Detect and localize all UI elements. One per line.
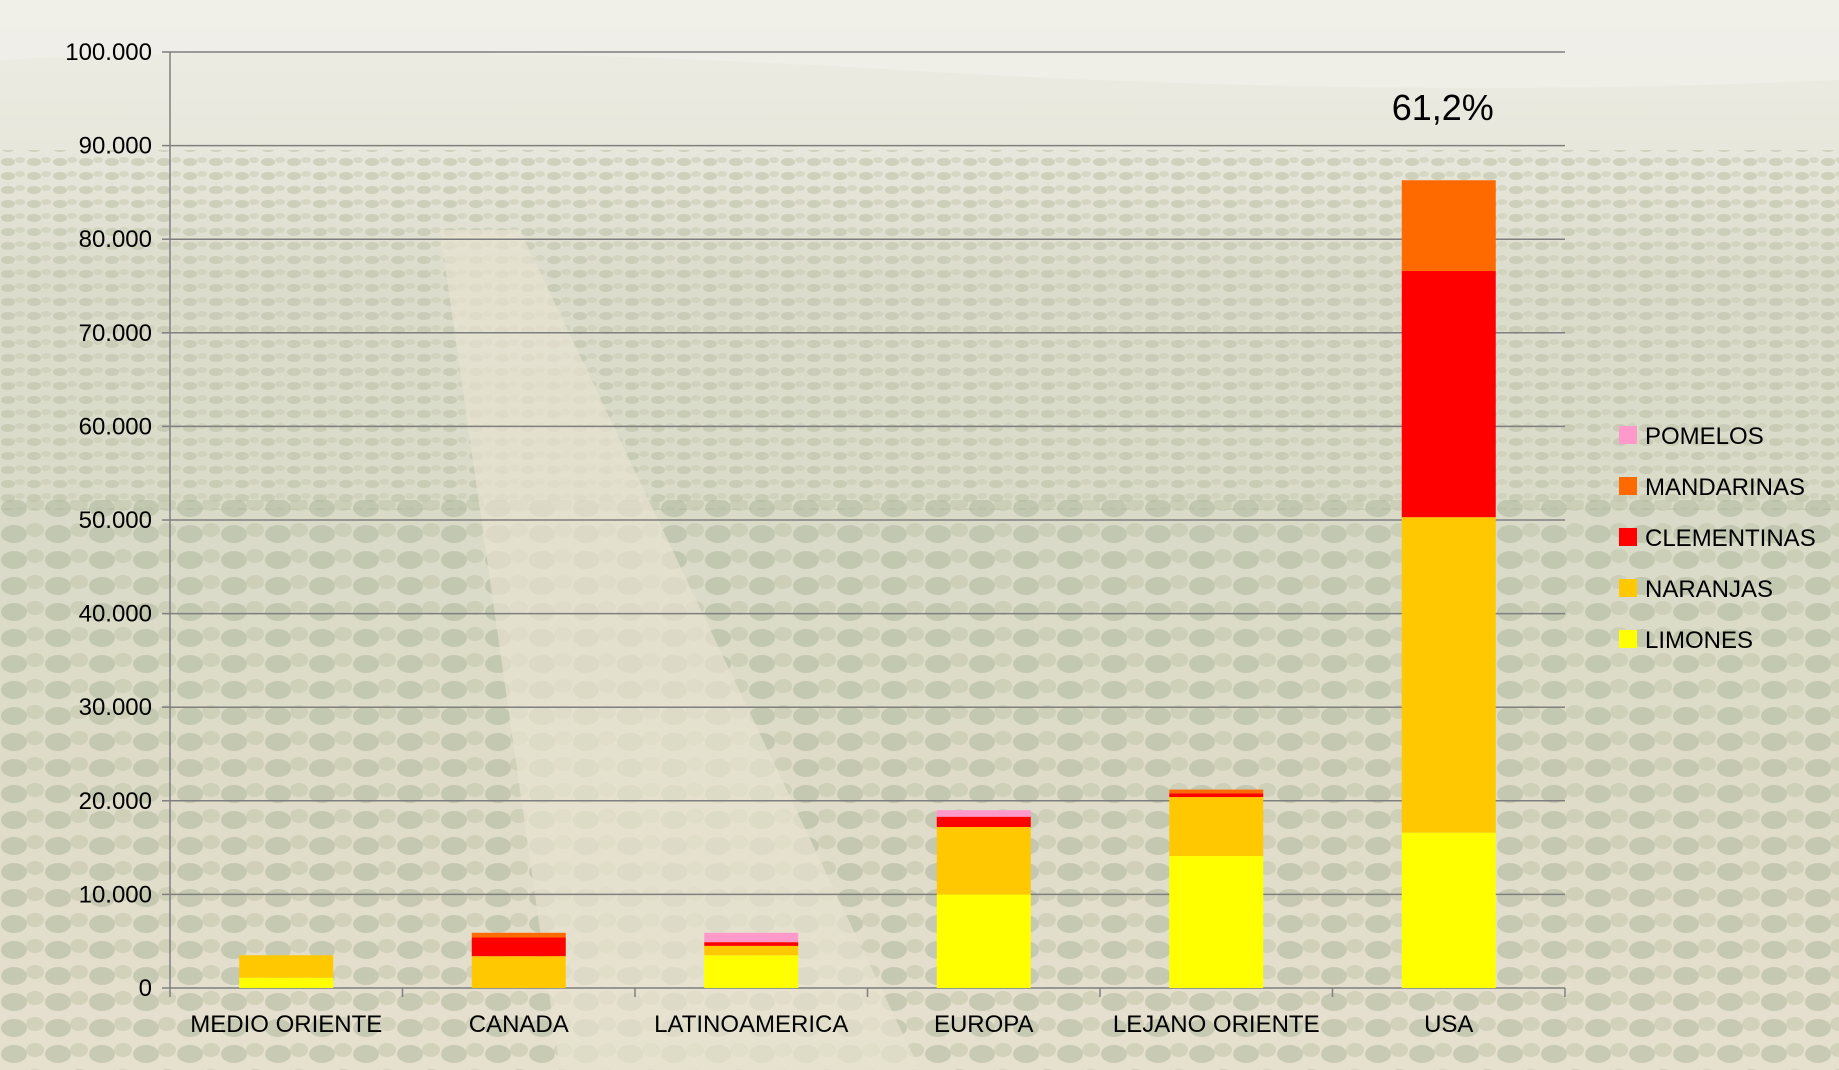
x-axis-category-labels: MEDIO ORIENTE CANADA LATINOAMERICA EUROPA LE… xyxy=(190,1011,1473,1038)
y-tick-label: 0 xyxy=(139,975,152,1002)
legend-swatch-limones xyxy=(1619,630,1637,648)
bar-usa-naranjas xyxy=(1401,517,1496,833)
x-category-label: CANADA xyxy=(469,1011,569,1038)
legend-swatch-mandarinas xyxy=(1619,477,1637,495)
legend-label: NARANJAS xyxy=(1645,576,1773,603)
legend: POMELOS MANDARINAS CLEMENTINAS NARANJAS LIMO… xyxy=(1619,423,1816,654)
x-category-label: LATINOAMERICA xyxy=(654,1011,848,1038)
bar-europa-naranjas xyxy=(936,827,1031,895)
y-tick-label: 30.000 xyxy=(79,694,152,721)
y-tick-label: 100.000 xyxy=(65,39,152,66)
legend-swatch-naranjas xyxy=(1619,579,1637,597)
legend-label: LIMONES xyxy=(1645,627,1753,654)
bar-medio-oriente-limones xyxy=(239,977,334,988)
bar-europa-limones xyxy=(936,894,1031,988)
bar-usa-mandarinas xyxy=(1401,180,1496,272)
y-tick-label: 10.000 xyxy=(79,881,152,908)
gridlines xyxy=(162,51,1565,989)
bar-canada-clementinas xyxy=(471,937,566,957)
bar-latinoamerica-limones xyxy=(704,955,799,988)
y-tick-label: 20.000 xyxy=(79,788,152,815)
y-tick-label: 50.000 xyxy=(79,507,152,534)
y-axis-tick-labels: 0 10.000 20.000 30.000 40.000 50.000 60.000 70.… xyxy=(65,39,152,1002)
bar-canada-mandarinas xyxy=(471,932,566,938)
legend-swatch-pomelos xyxy=(1619,426,1637,444)
x-category-label: LEJANO ORIENTE xyxy=(1113,1011,1320,1038)
legend-label: CLEMENTINAS xyxy=(1645,525,1816,552)
axes xyxy=(169,52,1566,997)
x-category-label: USA xyxy=(1424,1011,1473,1038)
bar-lejano-oriente-mandarinas xyxy=(1169,789,1264,794)
legend-label: POMELOS xyxy=(1645,423,1764,450)
y-tick-label: 60.000 xyxy=(79,413,152,440)
y-tick-label: 90.000 xyxy=(79,133,152,160)
annotation-label: 61,2% xyxy=(1392,87,1494,128)
bar-usa-clementinas xyxy=(1401,271,1496,518)
bar-usa-limones xyxy=(1401,832,1496,988)
bar-lejano-oriente-clementinas xyxy=(1169,793,1264,798)
bar-latinoamerica-clementinas xyxy=(704,942,799,946)
legend-label: MANDARINAS xyxy=(1645,474,1805,501)
legend-swatch-clementinas xyxy=(1619,528,1637,546)
bar-medio-oriente-naranjas xyxy=(239,955,334,978)
y-tick-label: 70.000 xyxy=(79,320,152,347)
bar-lejano-oriente-limones xyxy=(1169,856,1264,988)
bar-canada-naranjas xyxy=(471,956,566,988)
x-category-label: EUROPA xyxy=(934,1011,1034,1038)
bar-europa-clementinas xyxy=(936,816,1031,828)
y-tick-label: 40.000 xyxy=(79,601,152,628)
y-tick-label: 80.000 xyxy=(79,226,152,253)
annotations: 61,2% xyxy=(1392,87,1494,128)
x-category-label: MEDIO ORIENTE xyxy=(190,1011,382,1038)
bar-europa-pomelos xyxy=(936,810,1031,817)
bar-latinoamerica-pomelos xyxy=(704,932,799,943)
bar-latinoamerica-naranjas xyxy=(704,945,799,956)
bars xyxy=(239,180,1496,988)
bar-lejano-oriente-naranjas xyxy=(1169,797,1264,857)
